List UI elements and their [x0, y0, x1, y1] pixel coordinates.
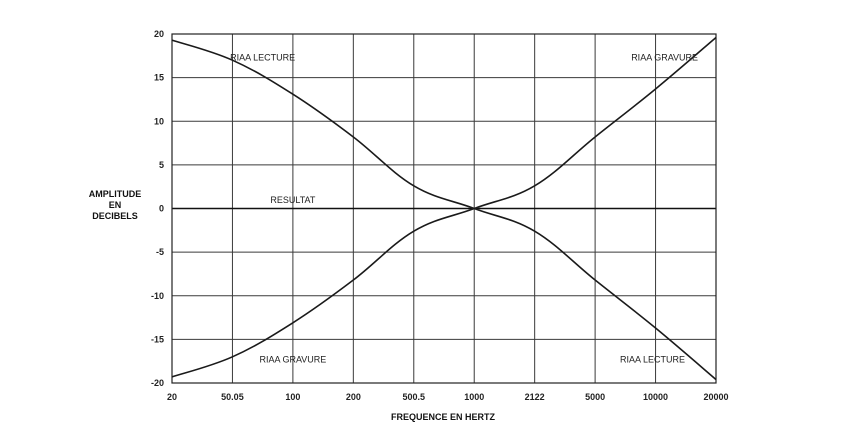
x-tick-label: 500.5	[403, 392, 426, 402]
y-tick-label: 20	[154, 29, 164, 39]
x-tick-label: 50.05	[221, 392, 244, 402]
y-tick-label: 0	[159, 204, 164, 214]
x-tick-label: 5000	[585, 392, 605, 402]
y-axis-title-line-2: EN	[108, 200, 122, 210]
curve-annotation: RIAA GRAVURE	[259, 354, 326, 364]
series-line-0	[171, 39, 717, 381]
y-tick-label: -5	[156, 247, 164, 257]
annotations: RIAA LECTURE RIAA GRAVURE RESULTAT RIAA GRA…	[230, 53, 698, 365]
x-tick-label: 20	[167, 392, 177, 402]
tick-labels: 20 50.05 100 200 500.5 1000 2122 5000 10000 20000…	[151, 29, 729, 402]
x-tick-label: 10000	[643, 392, 668, 402]
y-tick-label: 5	[159, 160, 164, 170]
y-tick-label: -15	[151, 334, 164, 344]
grid	[171, 33, 717, 384]
y-axis-title-line-1: AMPLITUDE	[88, 189, 142, 199]
series-lines	[171, 36, 717, 381]
x-tick-label: 2122	[525, 392, 545, 402]
curve-annotation: RIAA LECTURE	[230, 53, 295, 63]
y-axis-title-line-3: DECIBELS	[92, 211, 138, 221]
x-tick-label: 100	[285, 392, 300, 402]
y-tick-label: -10	[151, 291, 164, 301]
y-tick-label: 15	[154, 73, 164, 83]
curve-annotation: RIAA LECTURE	[620, 354, 685, 364]
curve-annotation: RESULTAT	[270, 195, 316, 205]
x-tick-label: 1000	[464, 392, 484, 402]
curve-annotation: RIAA GRAVURE	[631, 53, 698, 63]
series-line-1	[171, 36, 717, 378]
x-axis-title: FREQUENCE EN HERTZ	[391, 412, 496, 422]
y-tick-label: 10	[154, 116, 164, 126]
plot-frame	[171, 33, 717, 384]
y-axis-title: AMPLITUDE EN DECIBELS	[70, 189, 160, 222]
x-tick-label: 200	[346, 392, 361, 402]
x-tick-label: 20000	[703, 392, 728, 402]
y-tick-label: -20	[151, 378, 164, 388]
